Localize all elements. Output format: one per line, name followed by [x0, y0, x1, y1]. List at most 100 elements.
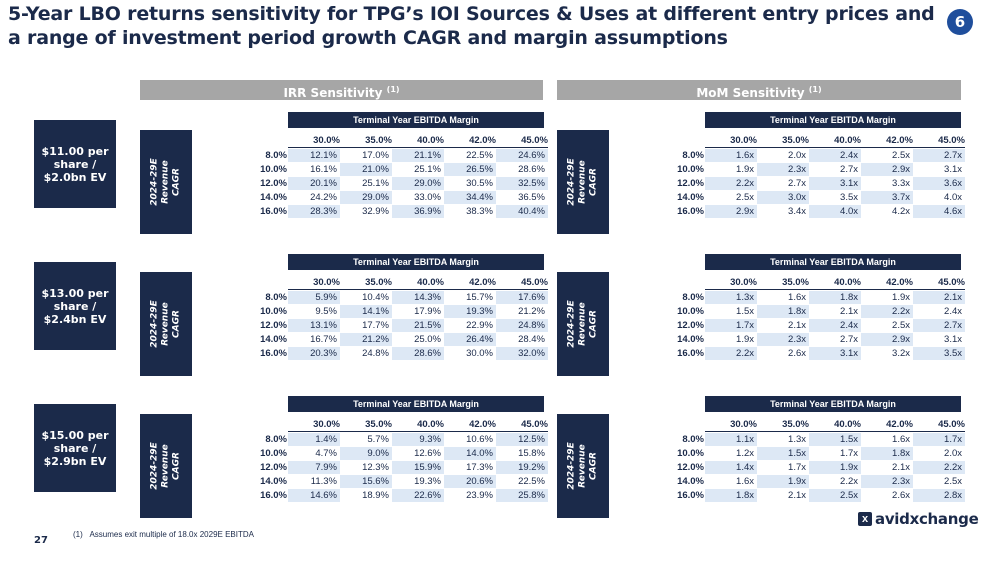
irr-column-header: 42.0% [469, 277, 496, 288]
mom-row-header: 8.0% [682, 434, 704, 445]
irr-row-header: 10.0% [260, 448, 287, 459]
mom-cell: 2.4x [944, 306, 962, 317]
mom-row-header: 14.0% [677, 476, 704, 487]
irr-cell: 1.4% [288, 433, 340, 446]
avidxchange-logo: x avidxchange [858, 510, 979, 528]
mom-row-header: 16.0% [677, 206, 704, 217]
mom-cell: 1.6x [892, 434, 910, 445]
irr-cell: 17.7% [362, 320, 389, 331]
irr-cell: 16.7% [310, 334, 337, 345]
mom-cell: 1.4x [705, 461, 757, 474]
irr-column-header: 40.0% [417, 277, 444, 288]
irr-row-header: 8.0% [265, 292, 287, 303]
mom-row-header: 8.0% [682, 150, 704, 161]
mom-row-header: 12.0% [677, 462, 704, 473]
mom-cell: 1.9x [736, 334, 754, 345]
mom-row-header: 10.0% [677, 164, 704, 175]
irr-column-header: 45.0% [521, 135, 548, 146]
footnote-text: Assumes exit multiple of 18.0x 2029E EBI… [89, 530, 254, 539]
irr-cell: 17.9% [414, 306, 441, 317]
irr-cell: 25.0% [414, 334, 441, 345]
mom-cell: 1.5x [736, 306, 754, 317]
irr-cell: 33.0% [414, 192, 441, 203]
cagr-label: 2024-29E Revenue CAGR [566, 300, 599, 348]
mom-margin-header: Terminal Year EBITDA Margin [705, 112, 961, 128]
mom-cell: 2.3x [757, 333, 809, 346]
footnote-marker: (1) [73, 530, 83, 539]
mom-cell: 3.5x [913, 347, 965, 360]
irr-row-header: 10.0% [260, 306, 287, 317]
irr-cell: 40.4% [496, 205, 548, 218]
irr-cell: 17.3% [466, 462, 493, 473]
irr-cell: 12.3% [362, 462, 389, 473]
mom-cell: 1.7x [705, 319, 757, 332]
mom-cell: 2.5x [892, 150, 910, 161]
irr-cell: 38.3% [466, 206, 493, 217]
mom-margin-header: Terminal Year EBITDA Margin [705, 396, 961, 412]
irr-column-header: 42.0% [469, 419, 496, 430]
mom-cell: 2.2x [705, 347, 757, 360]
mom-header-note: (1) [808, 85, 822, 94]
irr-row-header: 16.0% [260, 490, 287, 501]
irr-cell: 32.9% [362, 206, 389, 217]
mom-cell: 2.2x [913, 461, 965, 474]
mom-column-header: 35.0% [782, 277, 809, 288]
irr-cell: 10.6% [466, 434, 493, 445]
mom-row-header: 8.0% [682, 292, 704, 303]
mom-row-header: 16.0% [677, 490, 704, 501]
irr-cell: 15.7% [466, 292, 493, 303]
mom-cell: 3.1x [944, 164, 962, 175]
irr-cell: 15.6% [340, 475, 392, 488]
irr-cell: 32.0% [496, 347, 548, 360]
footnote: (1) Assumes exit multiple of 18.0x 2029E… [73, 530, 254, 539]
irr-cell: 24.2% [310, 192, 337, 203]
irr-cell: 28.6% [518, 164, 545, 175]
irr-cell: 25.1% [362, 178, 389, 189]
irr-sensitivity-header: IRR Sensitivity (1) [140, 80, 543, 100]
irr-cell: 14.1% [340, 305, 392, 318]
mom-cell: 2.5x [809, 489, 861, 502]
mom-column-header-rule [705, 289, 965, 290]
mom-cell: 2.5x [944, 476, 962, 487]
mom-cell: 1.6x [788, 292, 806, 303]
mom-cell: 3.5x [840, 192, 858, 203]
mom-cell: 2.7x [913, 149, 965, 162]
mom-cell: 2.7x [788, 178, 806, 189]
irr-column-header: 40.0% [417, 135, 444, 146]
irr-cell: 29.0% [340, 191, 392, 204]
mom-cagr-bar: 2024-29E Revenue CAGR [557, 272, 609, 376]
irr-column-header: 30.0% [313, 277, 340, 288]
irr-margin-header: Terminal Year EBITDA Margin [288, 396, 544, 412]
irr-cell: 15.9% [392, 461, 444, 474]
irr-cell: 21.2% [340, 333, 392, 346]
irr-cell: 22.5% [518, 476, 545, 487]
irr-header-label: IRR Sensitivity [283, 86, 383, 100]
irr-cell: 19.2% [496, 461, 548, 474]
mom-cell: 1.8x [705, 489, 757, 502]
cagr-label: 2024-29E Revenue CAGR [566, 158, 599, 206]
mom-cell: 2.3x [861, 475, 913, 488]
irr-cell: 19.3% [414, 476, 441, 487]
irr-column-header: 30.0% [313, 135, 340, 146]
irr-cell: 22.5% [466, 150, 493, 161]
irr-cagr-bar: 2024-29E Revenue CAGR [140, 414, 192, 518]
mom-column-header: 42.0% [886, 419, 913, 430]
mom-column-header: 30.0% [730, 135, 757, 146]
mom-cell: 1.7x [840, 448, 858, 459]
mom-column-header: 45.0% [938, 419, 965, 430]
irr-cell: 14.0% [444, 447, 496, 460]
mom-cell: 1.6x [736, 476, 754, 487]
mom-cell: 3.2x [892, 348, 910, 359]
irr-margin-header: Terminal Year EBITDA Margin [288, 254, 544, 270]
irr-cell: 29.0% [392, 177, 444, 190]
cagr-label: 2024-29E Revenue CAGR [149, 158, 182, 206]
irr-cell: 12.1% [288, 149, 340, 162]
mom-cell: 3.7x [861, 191, 913, 204]
irr-cell: 36.5% [518, 192, 545, 203]
irr-cell: 14.6% [288, 489, 340, 502]
mom-cell: 2.0x [788, 150, 806, 161]
mom-row-header: 14.0% [677, 192, 704, 203]
mom-cell: 2.5x [892, 320, 910, 331]
mom-cell: 2.1x [892, 462, 910, 473]
irr-cell: 23.9% [466, 490, 493, 501]
